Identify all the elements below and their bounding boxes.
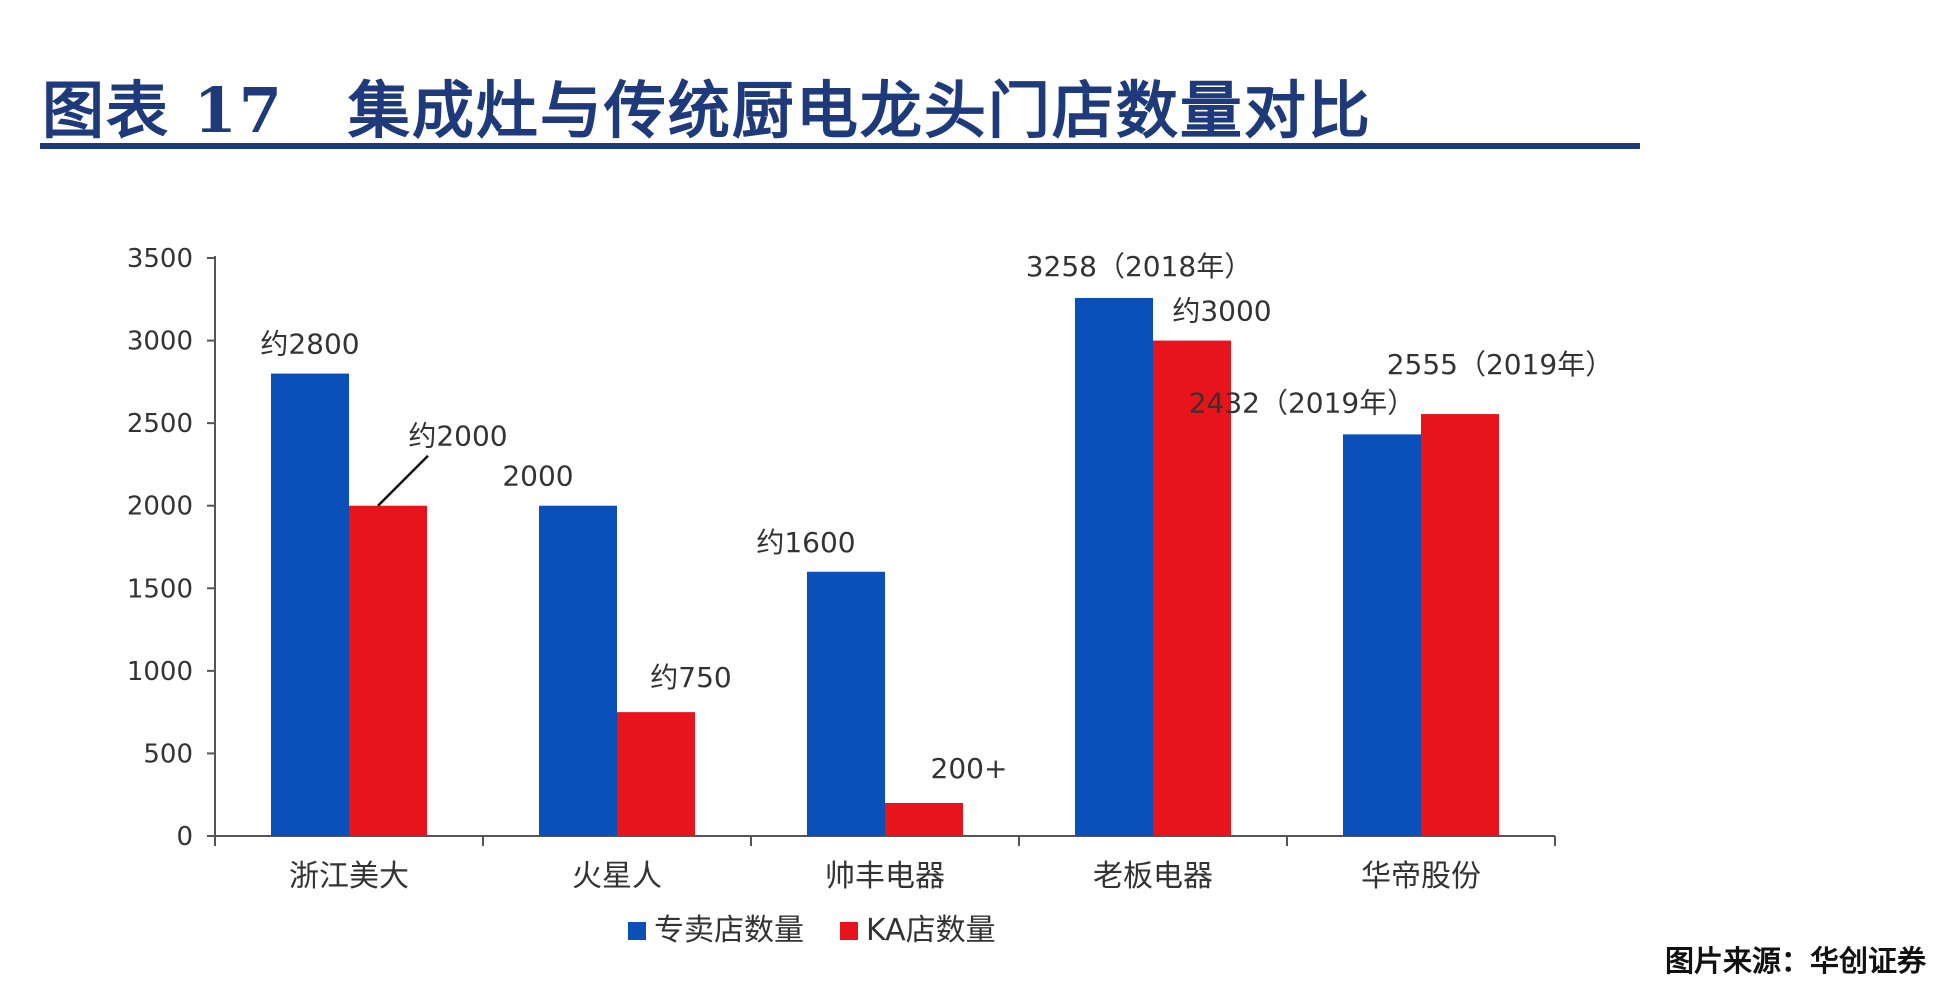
title-area: 图表 17 集成灶与传统厨电龙头门店数量对比	[0, 0, 1936, 160]
data-label: 2555（2019年）	[1387, 348, 1614, 381]
bar-specialty-store	[1075, 297, 1153, 836]
data-label: 约2800	[260, 328, 359, 361]
y-tick-label: 2000	[127, 492, 193, 522]
x-category-label: 帅丰电器	[825, 859, 945, 894]
bar-ka-store	[1153, 340, 1231, 836]
x-category-label: 火星人	[572, 859, 662, 894]
y-tick-label: 1000	[127, 657, 193, 687]
data-label: 约3000	[1172, 295, 1271, 328]
title-rule	[40, 143, 1640, 149]
bar-specialty-store	[271, 373, 349, 836]
bar-specialty-store	[807, 571, 885, 836]
y-tick-label: 2500	[127, 409, 193, 439]
bar-ka-store	[617, 712, 695, 836]
y-tick-label: 0	[176, 822, 193, 852]
data-label: 约750	[650, 661, 731, 694]
bar-specialty-store	[539, 505, 617, 836]
legend-swatch	[840, 922, 858, 940]
data-label: 约1600	[756, 526, 855, 559]
bar-ka-store	[885, 802, 963, 836]
source-note: 图片来源：华创证券	[1664, 944, 1926, 978]
label-leader-line	[377, 454, 429, 507]
y-tick-label: 3500	[127, 244, 193, 274]
bar-specialty-store	[1343, 434, 1421, 836]
data-label: 3258（2018年）	[1026, 250, 1253, 283]
x-category-label: 老板电器	[1093, 859, 1213, 894]
data-label: 200+	[931, 752, 1008, 785]
x-category-label: 华帝股份	[1361, 859, 1481, 894]
data-label: 2432（2019年）	[1189, 386, 1416, 419]
y-tick-label: 500	[143, 739, 193, 769]
y-tick-label: 1500	[127, 574, 193, 604]
bar-ka-store	[349, 505, 427, 836]
data-label: 约2000	[408, 420, 507, 453]
legend-swatch	[628, 922, 646, 940]
x-category-label: 浙江美大	[289, 859, 409, 894]
data-label: 2000	[502, 460, 573, 493]
legend-label: 专卖店数量	[654, 913, 804, 948]
chart-title: 图表 17 集成灶与传统厨电龙头门店数量对比	[42, 74, 1372, 147]
legend-label: KA店数量	[866, 913, 996, 948]
bar-ka-store	[1421, 414, 1499, 836]
y-tick-label: 3000	[127, 327, 193, 357]
